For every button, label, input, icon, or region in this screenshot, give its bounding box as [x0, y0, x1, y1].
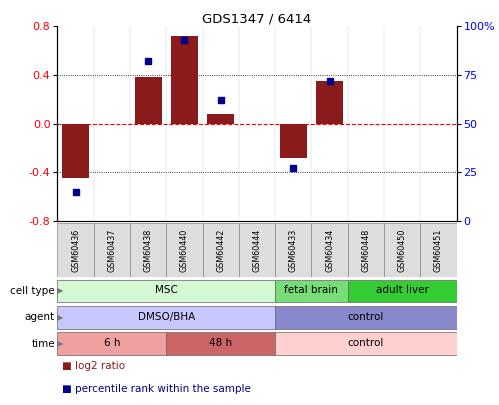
- Text: 6 h: 6 h: [104, 338, 120, 348]
- Bar: [275, 306, 457, 329]
- Bar: [348, 279, 457, 303]
- Text: GSM60438: GSM60438: [144, 228, 153, 272]
- Bar: [57, 332, 166, 355]
- Text: 48 h: 48 h: [209, 338, 232, 348]
- Bar: [279, 124, 307, 158]
- Bar: [239, 223, 275, 277]
- Bar: [57, 306, 275, 329]
- Bar: [166, 223, 203, 277]
- Text: GSM60442: GSM60442: [216, 228, 225, 272]
- Bar: [130, 223, 166, 277]
- Text: ■ percentile rank within the sample: ■ percentile rank within the sample: [62, 384, 251, 394]
- Bar: [166, 332, 275, 355]
- Bar: [203, 223, 239, 277]
- Text: ▶: ▶: [57, 313, 63, 322]
- Text: GSM60440: GSM60440: [180, 228, 189, 272]
- Text: GSM60433: GSM60433: [289, 228, 298, 272]
- Bar: [348, 223, 384, 277]
- Bar: [135, 77, 162, 124]
- Bar: [57, 279, 275, 303]
- Title: GDS1347 / 6414: GDS1347 / 6414: [203, 12, 311, 25]
- Bar: [311, 223, 348, 277]
- Text: ▶: ▶: [57, 339, 63, 348]
- Bar: [94, 223, 130, 277]
- Text: GSM60437: GSM60437: [107, 228, 116, 272]
- Bar: [316, 81, 343, 124]
- Bar: [384, 223, 420, 277]
- Text: fetal brain: fetal brain: [284, 286, 338, 296]
- Text: MSC: MSC: [155, 286, 178, 296]
- Text: ■ log2 ratio: ■ log2 ratio: [62, 361, 126, 371]
- Text: control: control: [348, 338, 384, 348]
- Text: DMSO/BHA: DMSO/BHA: [138, 312, 195, 322]
- Bar: [420, 223, 457, 277]
- Bar: [171, 36, 198, 124]
- Bar: [62, 124, 89, 178]
- Text: adult liver: adult liver: [376, 286, 429, 296]
- Text: GSM60434: GSM60434: [325, 228, 334, 272]
- Text: agent: agent: [25, 312, 55, 322]
- Text: GSM60436: GSM60436: [71, 228, 80, 272]
- Text: GSM60450: GSM60450: [398, 228, 407, 272]
- Bar: [275, 223, 311, 277]
- Bar: [207, 114, 235, 124]
- Bar: [57, 223, 94, 277]
- Text: ▶: ▶: [57, 286, 63, 296]
- Text: cell type: cell type: [10, 286, 55, 296]
- Text: GSM60444: GSM60444: [252, 228, 261, 272]
- Text: control: control: [348, 312, 384, 322]
- Bar: [275, 332, 457, 355]
- Text: GSM60448: GSM60448: [361, 228, 370, 272]
- Bar: [275, 279, 348, 303]
- Text: GSM60451: GSM60451: [434, 228, 443, 272]
- Text: time: time: [31, 339, 55, 349]
